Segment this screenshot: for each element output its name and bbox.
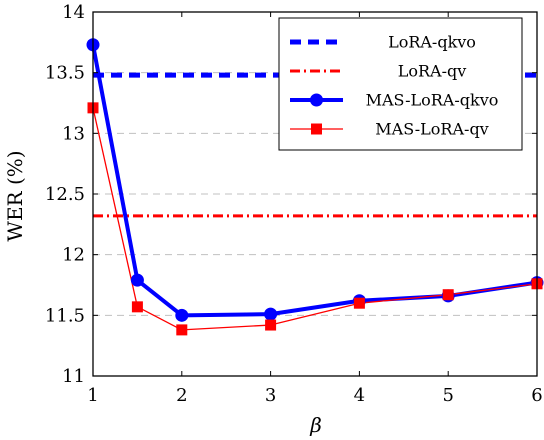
point-mas-lora-qv xyxy=(265,319,277,331)
x-tick-label: 1 xyxy=(87,385,98,406)
y-tick-label: 12.5 xyxy=(45,184,85,205)
legend-label-mas-lora-qv: MAS-LoRA-qv xyxy=(375,120,488,139)
legend-label-lora-qv: LoRA-qv xyxy=(398,62,467,81)
y-tick-label: 14 xyxy=(62,2,85,23)
y-tick-label: 11.5 xyxy=(45,305,85,326)
point-mas-lora-qkvo xyxy=(175,308,189,322)
legend: LoRA-qkvo LoRA-qv MAS-LoRA-qkvo MAS-LoRA-qv xyxy=(278,17,523,151)
y-axis-ticks: 11 11.5 12 12.5 13 13.5 14 xyxy=(45,2,537,387)
y-tick-label: 13.5 xyxy=(45,63,85,84)
point-mas-lora-qv xyxy=(131,301,143,313)
point-mas-lora-qkvo xyxy=(264,307,278,321)
point-mas-lora-qv xyxy=(176,324,188,336)
point-mas-lora-qv xyxy=(442,289,454,301)
y-tick-label: 13 xyxy=(62,123,85,144)
x-tick-label: 4 xyxy=(354,385,365,406)
legend-label-lora-qkvo: LoRA-qkvo xyxy=(388,33,476,52)
y-axis-label: WER (%) xyxy=(3,150,27,241)
x-tick-label: 2 xyxy=(176,385,187,406)
legend-marker xyxy=(311,123,322,135)
legend-label-mas-lora-qkvo: MAS-LoRA-qkvo xyxy=(366,91,499,110)
x-tick-label: 3 xyxy=(265,385,276,406)
x-axis-label: β xyxy=(309,413,322,437)
x-tick-label: 6 xyxy=(531,385,542,406)
point-mas-lora-qkvo xyxy=(130,273,144,287)
legend-marker xyxy=(310,93,323,107)
y-tick-label: 11 xyxy=(62,366,85,387)
x-tick-label: 5 xyxy=(442,385,453,406)
y-tick-label: 12 xyxy=(62,245,85,266)
point-mas-lora-qv xyxy=(353,297,365,309)
x-axis-ticks: 1 2 3 4 5 6 xyxy=(87,12,543,406)
